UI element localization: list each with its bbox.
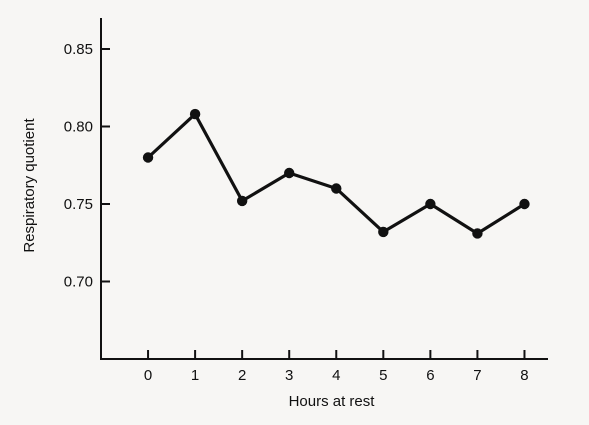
data-point [331, 183, 342, 194]
x-ticks: 0 1 2 3 4 5 6 7 8 [144, 350, 529, 384]
x-axis-title: Hours at rest [289, 393, 376, 410]
series-layer [142, 108, 530, 239]
chart-axes [100, 18, 548, 360]
y-tick-label: 0.80 [64, 119, 93, 136]
x-tick-label: 3 [285, 367, 293, 384]
x-tick-label: 4 [332, 367, 340, 384]
data-point [284, 167, 295, 179]
data-point [142, 152, 154, 163]
x-tick-label: 2 [238, 367, 246, 384]
data-point [189, 108, 201, 120]
y-tick-label: 0.85 [64, 41, 93, 58]
x-tick-label: 0 [144, 367, 152, 384]
x-tick-label: 5 [379, 367, 387, 384]
data-point [236, 195, 248, 207]
data-point [472, 228, 483, 239]
x-tick-label: 7 [473, 367, 481, 384]
series-line [146, 112, 527, 236]
y-tick-label: 0.75 [64, 196, 93, 213]
data-point [425, 198, 436, 210]
y-axis-title: Respiratory quotient [21, 118, 38, 253]
x-tick-label: 8 [520, 367, 528, 384]
y-ticks: 0.70 0.75 0.80 0.85 [64, 41, 110, 291]
y-tick-label: 0.70 [64, 274, 93, 291]
data-point [378, 226, 389, 238]
x-tick-label: 6 [426, 367, 434, 384]
x-tick-label: 1 [191, 367, 199, 384]
data-point [519, 198, 530, 210]
